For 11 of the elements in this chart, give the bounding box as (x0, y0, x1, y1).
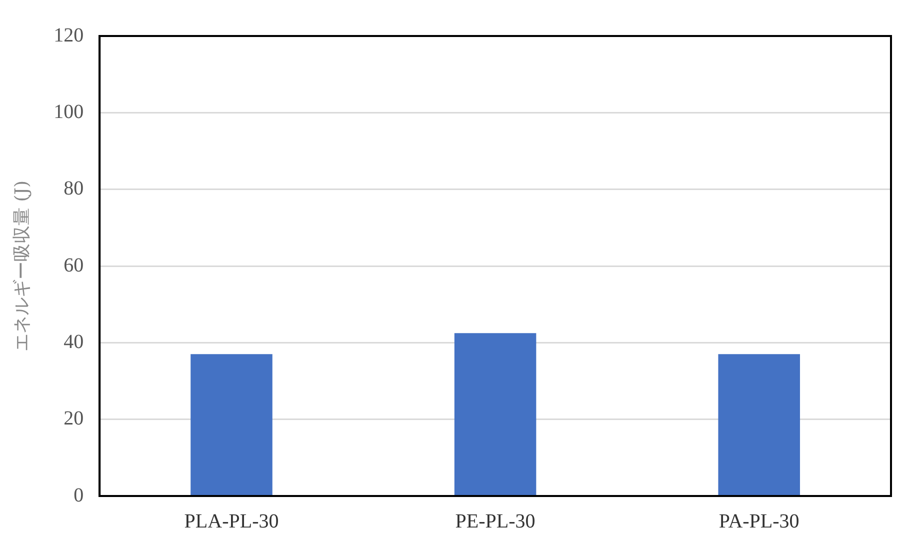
y-tick-label: 100 (54, 100, 84, 123)
y-tick-label: 80 (64, 178, 84, 200)
y-tick-label: 20 (64, 408, 84, 430)
x-tick-label: PE-PL-30 (455, 510, 536, 532)
y-tick-label: 120 (54, 24, 84, 46)
y-tick-label: 60 (64, 254, 84, 276)
y-tick-label: 0 (74, 484, 84, 506)
x-tick-label: PLA-PL-30 (184, 510, 279, 532)
y-axis-title: エネルギー吸収量 (J) (11, 180, 32, 352)
y-tick-label: 40 (64, 330, 84, 353)
x-tick-label: PA-PL-30 (718, 510, 800, 532)
